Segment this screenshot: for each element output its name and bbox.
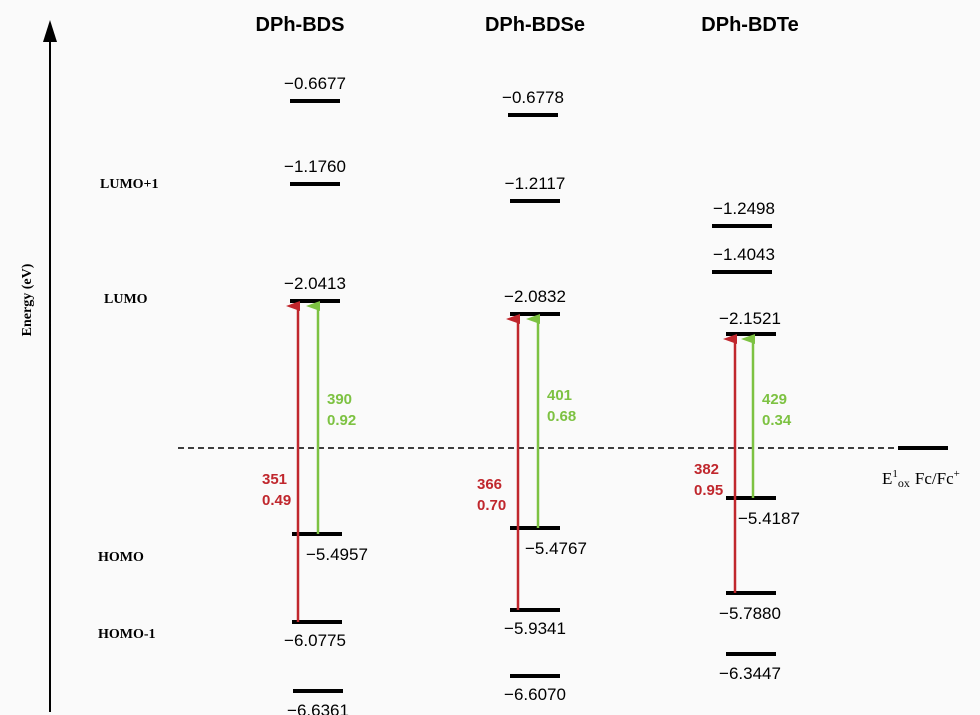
level-value: −5.4187 (738, 509, 800, 528)
level-value: −2.1521 (719, 309, 781, 328)
level-value: −1.2498 (713, 199, 775, 218)
row-label-lumo: LUMO (104, 292, 148, 307)
level-value: −2.0832 (504, 287, 566, 306)
column-bdse: −0.6778 −1.2117 −2.0832 −5.4767 −5.9341 … (477, 88, 587, 704)
level-value: −6.3447 (719, 664, 781, 683)
green-transition-strength: 0.68 (547, 408, 576, 425)
red-transition-strength: 0.95 (694, 482, 723, 499)
red-transition-wavelength: 382 (694, 461, 719, 478)
level-value: −0.6677 (284, 74, 346, 93)
green-transition-strength: 0.34 (762, 412, 792, 429)
level-value: −1.1760 (284, 157, 346, 176)
level-value: −5.9341 (504, 619, 566, 638)
column-title-bds: DPh-BDS (256, 14, 345, 36)
green-transition-wavelength: 390 (327, 391, 352, 408)
level-value: −5.7880 (719, 604, 781, 623)
column-title-bdse: DPh-BDSe (485, 14, 585, 36)
level-value: −6.0775 (284, 631, 346, 650)
fc-reference-label: E1oxFc/Fc+ (882, 468, 960, 490)
level-value: −6.6070 (504, 685, 566, 704)
red-transition-wavelength: 366 (477, 476, 502, 493)
level-value: −1.2117 (505, 174, 566, 193)
column-bdte: −1.2498 −1.4043 −2.1521 −5.4187 −5.7880 … (694, 199, 800, 683)
red-transition-strength: 0.49 (262, 492, 291, 509)
row-label-homo-minus1: HOMO-1 (98, 627, 156, 642)
green-transition-strength: 0.92 (327, 412, 356, 429)
level-value: −0.6778 (502, 88, 564, 107)
red-transition-wavelength: 351 (262, 471, 287, 488)
column-bds: −0.6677 −1.1760 −2.0413 −5.4957 −6.0775 … (262, 74, 368, 715)
row-label-lumo-plus1: LUMO+1 (100, 177, 159, 192)
green-transition-wavelength: 401 (547, 387, 572, 404)
level-value: −2.0413 (284, 274, 346, 293)
level-value: −5.4767 (525, 539, 587, 558)
column-title-bdte: DPh-BDTe (701, 14, 798, 36)
level-value: −6.6361 (287, 701, 349, 715)
red-transition-strength: 0.70 (477, 497, 506, 514)
green-transition-wavelength: 429 (762, 391, 787, 408)
energy-axis-arrowhead (43, 20, 57, 42)
row-label-homo: HOMO (98, 550, 144, 565)
level-value: −5.4957 (306, 545, 368, 564)
energy-axis-label: Energy (eV) (20, 263, 35, 336)
level-value: −1.4043 (713, 245, 775, 264)
